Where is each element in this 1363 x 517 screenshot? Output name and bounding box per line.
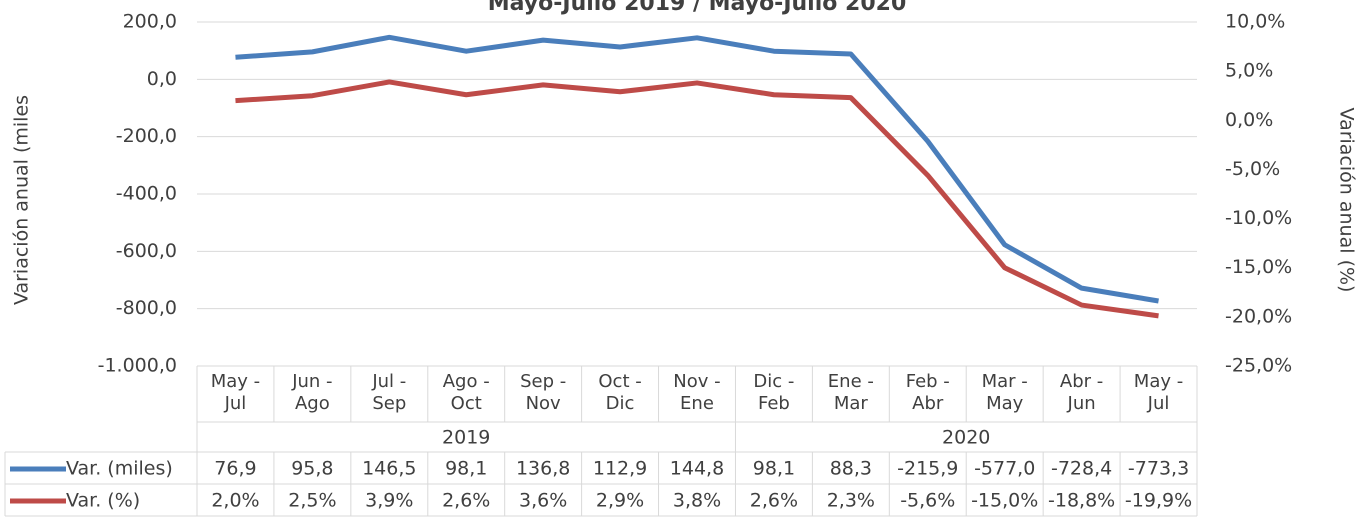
x-tick-label-box: May - Jul [1133,371,1184,414]
data-label: 2,6% [750,490,798,512]
x-tick-label-box: Jun - Ago [292,371,333,414]
data-label: 146,5 [362,458,416,480]
data-label: 88,3 [830,458,872,480]
y-tick-label: -600,0 [116,240,177,262]
data-label: -773,3 [1128,458,1189,480]
x-tick-label-box: Oct - Dic [598,371,642,414]
x-tick-label-box: May - Jul [210,371,261,414]
data-label: 3,8% [673,490,721,512]
data-label: 2,5% [288,490,336,512]
x-tick-label-box: Nov - Ene [673,371,721,414]
data-label: -19,9% [1125,490,1192,512]
x-tick-label-box: Feb - Abr [905,371,950,414]
series-line [235,79,1159,319]
x-tick-label-box: Jul - Sep [372,371,407,414]
x-tick-label: Jun - Ago [292,371,333,414]
data-label: 2,6% [442,490,490,512]
data-label: 112,9 [593,458,647,480]
data-label: 2,9% [596,490,644,512]
x-tick-label: May - Jul [210,371,261,414]
data-label: 98,1 [753,458,795,480]
group-label: 2020 [942,427,990,449]
data-label: 136,8 [516,458,570,480]
data-label: -215,9 [897,458,958,480]
x-tick-label: Feb - Abr [905,371,950,414]
legend-label: Var. (miles) [66,458,173,480]
data-label: -18,8% [1048,490,1115,512]
x-tick-label: Abr - Jun [1059,371,1104,414]
x-tick-label-box: Abr - Jun [1059,371,1104,414]
x-tick-label: Mar - May [981,371,1028,414]
y2-axis-label: Variación anual (%) [1336,108,1358,293]
y2-tick-label: 10,0% [1225,11,1285,33]
x-tick-label-box: Dic - Feb [753,371,795,414]
data-label: 76,9 [214,458,256,480]
y-tick-label: -400,0 [116,183,177,205]
x-tick-label-box: Mar - May [981,371,1028,414]
data-label: 2,0% [211,490,259,512]
y2-tick-label: -20,0% [1225,305,1292,327]
data-label: 144,8 [670,458,724,480]
group-label: 2019 [442,427,490,449]
y-tick-label: 0,0 [147,68,177,90]
data-label: 3,6% [519,490,567,512]
x-tick-label-box: Sep - Nov [520,371,567,414]
y2-tick-label: 0,0% [1225,109,1273,131]
x-tick-label: Ene - Mar [827,371,874,414]
x-tick-label: Jul - Sep [372,371,407,414]
y2-tick-label: -25,0% [1225,355,1292,377]
y2-tick-label: -10,0% [1225,207,1292,229]
data-label: -5,6% [900,490,955,512]
y2-tick-label: -15,0% [1225,256,1292,278]
chart-title: Mayo-Julio 2019 / Mayo-Julio 2020 [488,0,907,16]
data-label: 98,1 [445,458,487,480]
y2-tick-label: -5,0% [1225,158,1280,180]
y2-tick-label: 5,0% [1225,60,1273,82]
y-axis-label: Variación anual (miles [11,95,33,305]
data-label: -728,4 [1051,458,1112,480]
legend-label: Var. (%) [66,490,140,512]
y-tick-label: -1.000,0 [98,355,177,377]
data-label: -15,0% [971,490,1038,512]
series-line [235,34,1159,304]
x-tick-label: Nov - Ene [673,371,721,414]
data-label: 3,9% [365,490,413,512]
data-label: -577,0 [974,458,1035,480]
x-tick-label: May - Jul [1133,371,1184,414]
data-label: 2,3% [827,490,875,512]
x-tick-label: Sep - Nov [520,371,567,414]
x-tick-label: Ago - Oct [442,371,490,414]
y-tick-label: 200,0 [123,11,177,33]
data-label: 95,8 [291,458,333,480]
x-tick-label: Oct - Dic [598,371,642,414]
x-tick-label: Dic - Feb [753,371,795,414]
y-tick-label: -200,0 [116,125,177,147]
y-tick-label: -800,0 [116,297,177,319]
x-tick-label-box: Ago - Oct [442,371,490,414]
x-tick-label-box: Ene - Mar [827,371,874,414]
